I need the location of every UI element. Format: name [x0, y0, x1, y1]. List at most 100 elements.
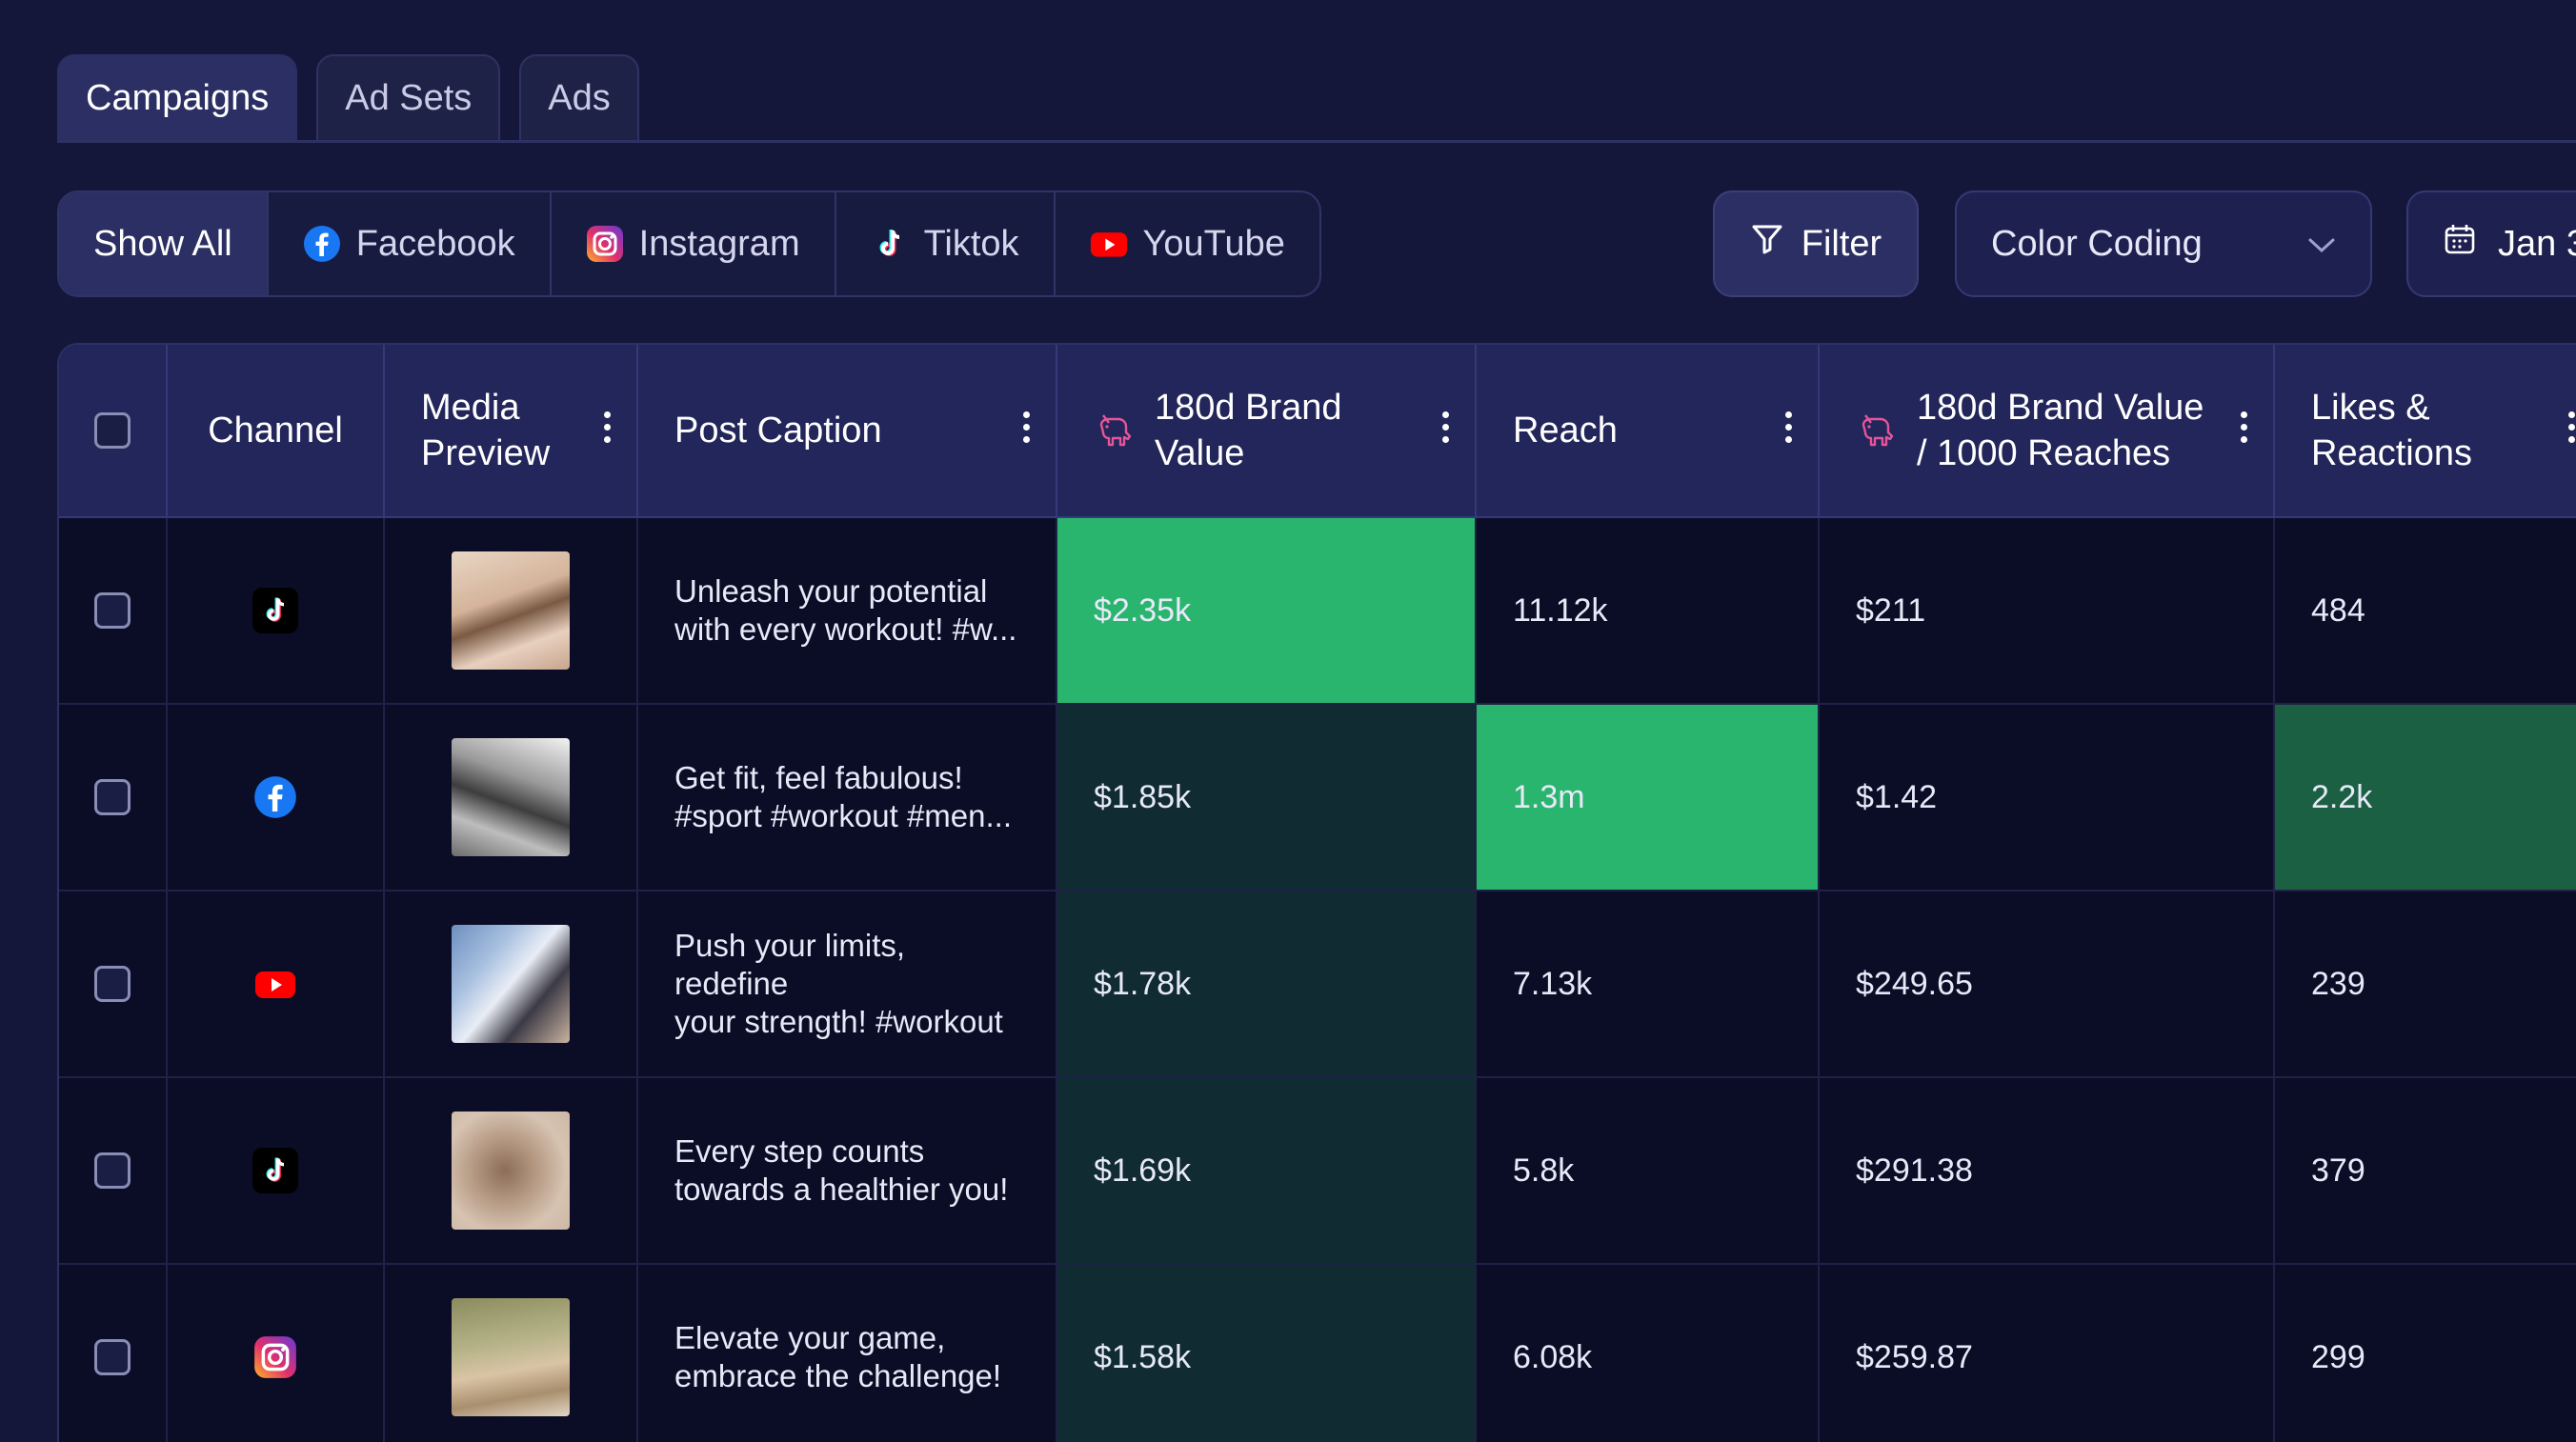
channel-filter-show-all[interactable]: Show All [59, 192, 269, 295]
table-row[interactable]: Get fit, feel fabulous! #sport #workout #… [59, 705, 2576, 891]
media-thumbnail[interactable] [452, 738, 570, 856]
cell-value: $1.78k [1094, 965, 1192, 1002]
header-label: Likes & Reactions [2311, 388, 2472, 473]
table-row[interactable]: Push your limits, redefine your strength!… [59, 891, 2576, 1078]
header-label: Reach [1513, 411, 1618, 451]
facebook-icon [303, 225, 341, 263]
cell-value: 2.2k [2311, 778, 2373, 815]
channel-cell [168, 518, 385, 703]
media-thumbnail[interactable] [452, 1298, 570, 1416]
caption-line: Push your limits, redefine [674, 928, 906, 1001]
youtube-icon [252, 961, 298, 1007]
caption-line: with every workout! #w... [674, 611, 1017, 647]
row-checkbox[interactable] [94, 779, 131, 815]
post-caption-cell: Elevate your game, embrace the challenge! [638, 1265, 1057, 1442]
view-tabs: Campaigns Ad Sets Ads [57, 54, 2576, 143]
caption-line: Every step counts [674, 1133, 925, 1169]
post-caption-cell: Unleash your potential with every workout… [638, 518, 1057, 703]
channel-filter-label: Tiktok [923, 223, 1019, 264]
caption-line: #sport #workout #men... [674, 798, 1013, 833]
brand-value-cell: $1.69k [1057, 1078, 1477, 1263]
column-menu-icon[interactable] [602, 411, 612, 450]
brand-value-per-reach-cell: $249.65 [1820, 891, 2275, 1076]
header-label: Post Caption [674, 411, 882, 451]
color-coding-dropdown[interactable]: Color Coding [1955, 190, 2372, 297]
header-post-caption[interactable]: Post Caption [638, 345, 1057, 516]
media-thumbnail[interactable] [452, 551, 570, 670]
row-select-cell [59, 518, 168, 703]
table-row[interactable]: Every step counts towards a healthier you… [59, 1078, 2576, 1265]
caption-line: Unleash your potential [674, 573, 988, 609]
table-row[interactable]: Unleash your potential with every workout… [59, 518, 2576, 705]
caption-line: Get fit, feel fabulous! [674, 760, 963, 795]
caption-line: embrace the challenge! [674, 1358, 1002, 1393]
table-row[interactable]: Elevate your game, embrace the challenge!… [59, 1265, 2576, 1442]
select-all-checkbox[interactable] [94, 412, 131, 449]
header-brand-value[interactable]: 180d Brand Value [1057, 345, 1477, 516]
caption-line: towards a healthier you! [674, 1172, 1009, 1207]
column-menu-icon[interactable] [2566, 411, 2576, 450]
header-brand-value-per-reach[interactable]: 180d Brand Value / 1000 Reaches [1820, 345, 2275, 516]
header-media-preview[interactable]: Media Preview [385, 345, 638, 516]
media-thumbnail[interactable] [452, 1112, 570, 1230]
column-menu-icon[interactable] [2239, 411, 2248, 450]
filter-button[interactable]: Filter [1713, 190, 1919, 297]
cell-value: $291.38 [1856, 1152, 1973, 1189]
tab-ads[interactable]: Ads [519, 54, 639, 140]
date-range-button[interactable]: Jan 3 [2406, 190, 2576, 297]
media-thumbnail[interactable] [452, 925, 570, 1043]
header-select-all-cell [59, 345, 168, 516]
cell-value: 11.12k [1513, 591, 1608, 629]
brand-value-cell: $1.58k [1057, 1265, 1477, 1442]
channel-filter-label: YouTube [1142, 223, 1285, 264]
cell-value: $2.35k [1094, 591, 1192, 629]
caption-line: Elevate your game, [674, 1320, 946, 1355]
channel-filter-group: Show All Facebook Instagram Tiktok [57, 190, 1321, 297]
reach-cell: 11.12k [1477, 518, 1820, 703]
header-likes-reactions[interactable]: Likes & Reactions [2275, 345, 2576, 516]
brand-value-per-reach-cell: $291.38 [1820, 1078, 2275, 1263]
header-label: Media Preview [421, 388, 551, 473]
row-checkbox[interactable] [94, 1152, 131, 1189]
media-preview-cell [385, 518, 638, 703]
header-channel[interactable]: Channel [168, 345, 385, 516]
row-checkbox[interactable] [94, 1339, 131, 1375]
reach-cell: 7.13k [1477, 891, 1820, 1076]
channel-filter-label: Instagram [638, 223, 800, 264]
cell-value: 1.3m [1513, 778, 1585, 815]
brand-value-cell: $2.35k [1057, 518, 1477, 703]
tab-ad-sets[interactable]: Ad Sets [316, 54, 501, 140]
column-menu-icon[interactable] [1440, 411, 1450, 450]
channel-cell [168, 1078, 385, 1263]
media-preview-cell [385, 891, 638, 1076]
likes-cell: 484 [2275, 518, 2576, 703]
color-coding-label: Color Coding [1991, 223, 2203, 264]
column-menu-icon[interactable] [1783, 411, 1793, 450]
media-preview-cell [385, 1078, 638, 1263]
row-checkbox[interactable] [94, 966, 131, 1002]
campaign-table: Channel Media Preview Post Caption 180d … [57, 343, 2576, 1442]
media-preview-cell [385, 705, 638, 890]
tiktok-icon [252, 1148, 298, 1193]
channel-filter-facebook[interactable]: Facebook [269, 192, 552, 295]
column-menu-icon[interactable] [1021, 411, 1031, 450]
header-reach[interactable]: Reach [1477, 345, 1820, 516]
cell-value: $1.85k [1094, 778, 1192, 815]
toolbar: Show All Facebook Instagram Tiktok [57, 190, 2576, 297]
reach-cell: 5.8k [1477, 1078, 1820, 1263]
cell-value: $1.69k [1094, 1152, 1192, 1189]
post-caption-cell: Every step counts towards a healthier you… [638, 1078, 1057, 1263]
channel-filter-instagram[interactable]: Instagram [552, 192, 836, 295]
filter-label: Filter [1801, 223, 1882, 264]
tab-campaigns[interactable]: Campaigns [57, 54, 298, 140]
cell-value: 6.08k [1513, 1338, 1593, 1375]
post-caption-cell: Get fit, feel fabulous! #sport #workout #… [638, 705, 1057, 890]
chevron-down-icon [2307, 224, 2336, 265]
channel-filter-youtube[interactable]: YouTube [1056, 192, 1319, 295]
row-checkbox[interactable] [94, 592, 131, 629]
brand-value-cell: $1.85k [1057, 705, 1477, 890]
table-header: Channel Media Preview Post Caption 180d … [59, 345, 2576, 518]
unicorn-icon [1094, 410, 1136, 451]
channel-filter-tiktok[interactable]: Tiktok [836, 192, 1056, 295]
